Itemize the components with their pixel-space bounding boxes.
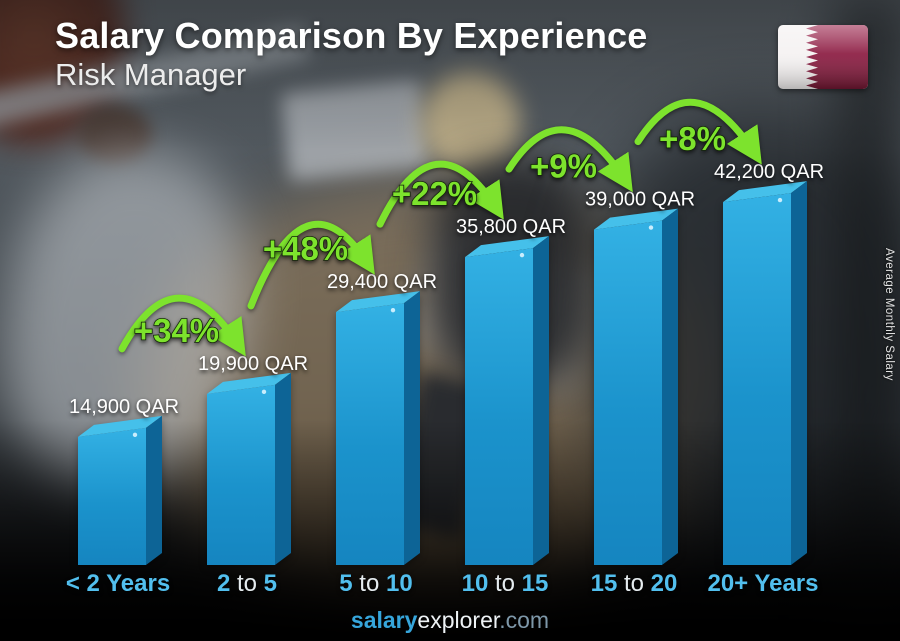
category-label: 10 to 15 bbox=[462, 570, 549, 597]
category-label: 15 to 20 bbox=[591, 570, 678, 597]
growth-arrow-group: +8% bbox=[634, 98, 762, 165]
bar-group bbox=[207, 372, 291, 565]
bar-front-face bbox=[78, 427, 146, 565]
growth-arrow bbox=[376, 160, 504, 228]
growth-arrow-group: +34% bbox=[118, 294, 246, 357]
y-axis-title: Average Monthly Salary bbox=[883, 248, 895, 381]
growth-percent-label: +34% bbox=[134, 312, 219, 349]
bar-value-label: 39,000 QAR bbox=[585, 189, 695, 211]
bar-top-face bbox=[207, 372, 291, 394]
growth-percent-label: +9% bbox=[530, 148, 597, 185]
bar-highlight-dot bbox=[777, 197, 783, 203]
bar-highlight-dot bbox=[132, 432, 138, 438]
category-label: 2 to 5 bbox=[217, 570, 277, 597]
bar-front-face bbox=[723, 193, 791, 565]
bar-group bbox=[78, 415, 162, 565]
bar-value-label: 14,900 QAR bbox=[69, 396, 179, 418]
bar-group bbox=[594, 208, 678, 565]
bar-side-face bbox=[275, 372, 291, 565]
bar-group bbox=[336, 291, 420, 565]
growth-percent-label: +8% bbox=[659, 120, 726, 157]
bar-group bbox=[465, 236, 549, 565]
growth-arrow bbox=[247, 220, 375, 310]
bar-highlight-dot bbox=[519, 252, 525, 258]
growth-arrow bbox=[505, 126, 633, 193]
bar-front-face bbox=[594, 220, 662, 565]
bar-value-label: 29,400 QAR bbox=[327, 271, 437, 293]
bar-front-face bbox=[207, 384, 275, 565]
growth-arrow-group: +9% bbox=[505, 126, 633, 193]
growth-arrow-group: +48% bbox=[247, 220, 375, 310]
category-label: 20+ Years bbox=[707, 570, 818, 597]
bar-top-face bbox=[78, 415, 162, 437]
bar-highlight-dot bbox=[261, 389, 267, 395]
bar-value-label: 35,800 QAR bbox=[456, 216, 566, 238]
bar-side-face bbox=[533, 236, 549, 565]
bar-side-face bbox=[404, 291, 420, 565]
growth-arrow bbox=[118, 294, 246, 357]
category-label: 5 to 10 bbox=[339, 570, 412, 597]
page-subtitle: Risk Manager bbox=[55, 57, 247, 93]
bar-value-label: 42,200 QAR bbox=[714, 161, 824, 183]
bar-top-face bbox=[723, 181, 807, 203]
qatar-flag-icon bbox=[778, 25, 868, 89]
bar-top-face bbox=[594, 208, 678, 230]
website-link-segment: explorer bbox=[417, 607, 500, 633]
footer: salaryexplorer.com bbox=[0, 600, 900, 641]
bar-side-face bbox=[146, 415, 162, 565]
bar-top-face bbox=[336, 291, 420, 313]
bar-side-face bbox=[791, 181, 807, 565]
page-title: Salary Comparison By Experience bbox=[55, 15, 648, 56]
category-label: < 2 Years bbox=[66, 570, 170, 597]
bar-front-face bbox=[465, 248, 533, 565]
growth-percent-label: +48% bbox=[263, 230, 348, 267]
growth-percent-label: +22% bbox=[392, 175, 477, 212]
header: Salary Comparison By Experience Risk Man… bbox=[55, 14, 647, 93]
bar-front-face bbox=[336, 303, 404, 565]
qatar-flag-svg bbox=[778, 25, 868, 89]
bar-group bbox=[723, 181, 807, 565]
photo-woman-hair bbox=[420, 72, 520, 172]
website-link[interactable]: salaryexplorer.com bbox=[351, 607, 549, 634]
bar-side-face bbox=[662, 208, 678, 565]
growth-arrow bbox=[634, 98, 762, 165]
bar-value-label: 19,900 QAR bbox=[198, 353, 308, 375]
website-link-segment: salary bbox=[350, 607, 418, 633]
bar-highlight-dot bbox=[390, 307, 396, 313]
bar-top-face bbox=[465, 236, 549, 258]
growth-arrow-group: +22% bbox=[376, 160, 504, 228]
bar-highlight-dot bbox=[648, 225, 654, 230]
website-link-segment: .com bbox=[499, 607, 550, 633]
